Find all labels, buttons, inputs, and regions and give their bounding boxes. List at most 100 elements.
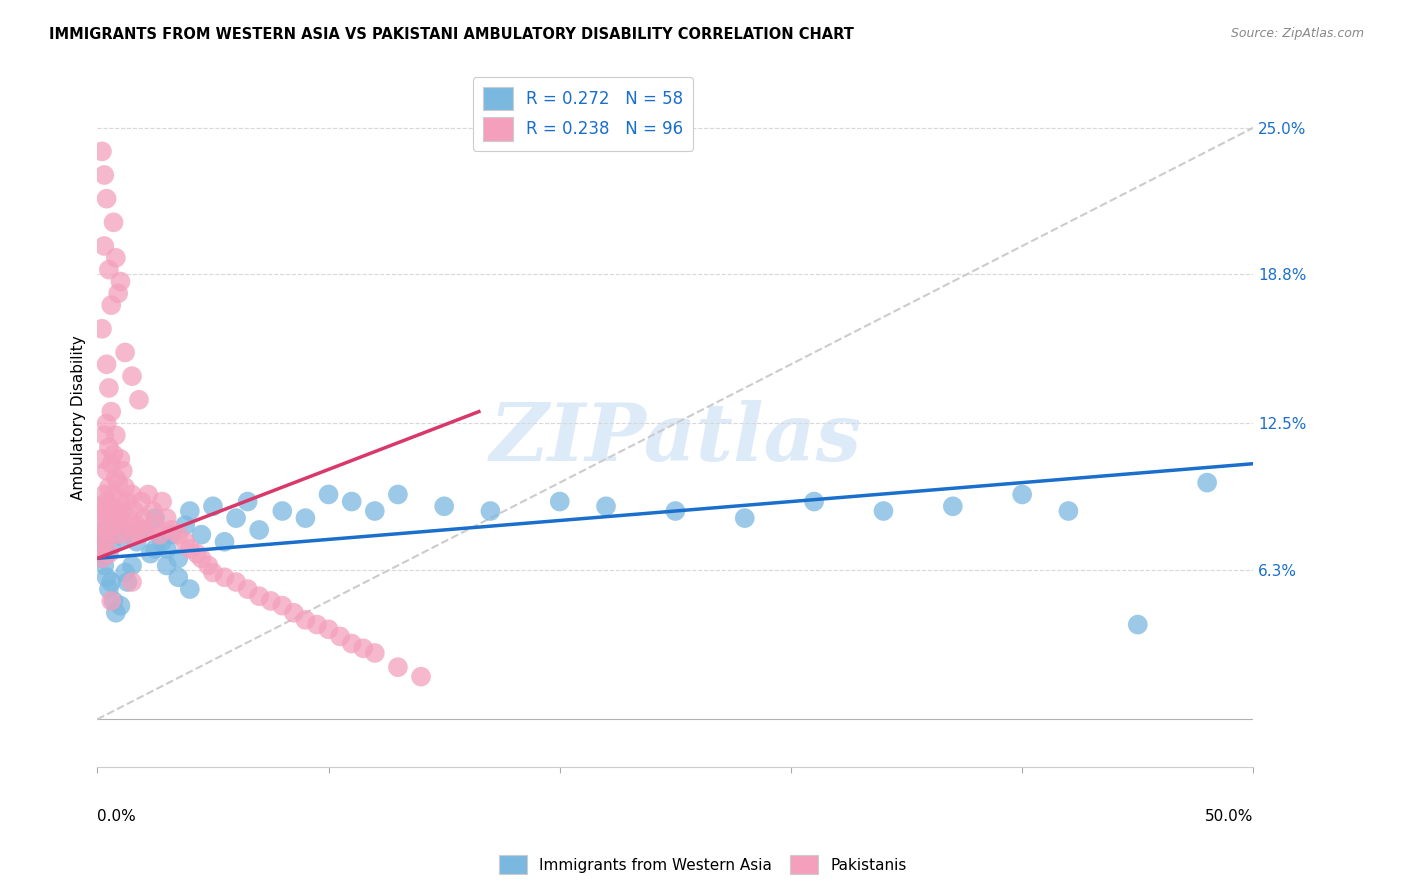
Point xyxy=(260,594,283,608)
Point xyxy=(214,534,236,549)
Point xyxy=(225,511,247,525)
Point xyxy=(89,527,111,541)
Point xyxy=(283,606,305,620)
Point xyxy=(387,487,409,501)
Point xyxy=(201,566,224,580)
Point xyxy=(190,551,212,566)
Point xyxy=(294,511,316,525)
Point xyxy=(190,527,212,541)
Point xyxy=(150,494,173,508)
Point xyxy=(156,558,179,573)
Point xyxy=(121,369,143,384)
Point xyxy=(364,504,387,518)
Point xyxy=(91,534,114,549)
Text: ZIPatlas: ZIPatlas xyxy=(489,400,862,477)
Point xyxy=(97,582,120,596)
Point xyxy=(93,558,115,573)
Point xyxy=(156,541,179,556)
Point xyxy=(114,566,136,580)
Point xyxy=(100,594,122,608)
Point xyxy=(103,215,125,229)
Point xyxy=(143,511,166,525)
Point xyxy=(179,504,201,518)
Point xyxy=(114,480,136,494)
Point xyxy=(872,504,894,518)
Point xyxy=(318,487,340,501)
Point xyxy=(942,500,965,514)
Point xyxy=(121,487,143,501)
Point xyxy=(104,471,127,485)
Point xyxy=(179,582,201,596)
Point xyxy=(734,511,756,525)
Point xyxy=(150,534,173,549)
Point xyxy=(110,527,132,541)
Point xyxy=(103,487,125,501)
Point xyxy=(100,527,122,541)
Point xyxy=(214,570,236,584)
Point xyxy=(111,504,134,518)
Point xyxy=(97,381,120,395)
Point xyxy=(125,534,148,549)
Point xyxy=(167,551,190,566)
Point xyxy=(135,523,157,537)
Point xyxy=(114,518,136,533)
Point xyxy=(329,629,352,643)
Point xyxy=(93,239,115,253)
Point xyxy=(117,574,139,589)
Point xyxy=(93,523,115,537)
Point xyxy=(103,447,125,461)
Point xyxy=(124,504,146,518)
Point xyxy=(97,480,120,494)
Point xyxy=(91,145,114,159)
Point xyxy=(201,500,224,514)
Point xyxy=(114,345,136,359)
Point xyxy=(125,518,148,533)
Text: Source: ZipAtlas.com: Source: ZipAtlas.com xyxy=(1230,27,1364,40)
Point xyxy=(156,511,179,525)
Legend: Immigrants from Western Asia, Pakistanis: Immigrants from Western Asia, Pakistanis xyxy=(494,849,912,880)
Point xyxy=(167,570,190,584)
Point xyxy=(111,530,134,544)
Point xyxy=(100,500,122,514)
Point xyxy=(294,613,316,627)
Point xyxy=(110,599,132,613)
Point xyxy=(96,570,118,584)
Point xyxy=(91,322,114,336)
Point xyxy=(160,527,183,541)
Y-axis label: Ambulatory Disability: Ambulatory Disability xyxy=(72,335,86,500)
Point xyxy=(132,511,155,525)
Point xyxy=(100,457,122,471)
Point xyxy=(110,275,132,289)
Point xyxy=(93,534,115,549)
Point xyxy=(97,262,120,277)
Point xyxy=(96,523,118,537)
Point xyxy=(96,417,118,431)
Point xyxy=(96,357,118,371)
Point xyxy=(93,428,115,442)
Point xyxy=(340,494,363,508)
Point xyxy=(318,623,340,637)
Point xyxy=(179,541,201,556)
Point xyxy=(100,404,122,418)
Point xyxy=(236,494,259,508)
Point xyxy=(409,670,432,684)
Point xyxy=(136,487,159,501)
Point xyxy=(104,251,127,265)
Point xyxy=(104,606,127,620)
Point xyxy=(110,452,132,467)
Point xyxy=(174,518,197,533)
Point xyxy=(121,574,143,589)
Point xyxy=(128,527,150,541)
Legend: R = 0.272   N = 58, R = 0.238   N = 96: R = 0.272 N = 58, R = 0.238 N = 96 xyxy=(472,77,693,151)
Point xyxy=(548,494,571,508)
Point xyxy=(111,464,134,478)
Point xyxy=(225,574,247,589)
Point xyxy=(121,527,143,541)
Point xyxy=(128,392,150,407)
Point xyxy=(1057,504,1080,518)
Point xyxy=(89,541,111,556)
Point xyxy=(160,523,183,537)
Point xyxy=(100,298,122,312)
Point xyxy=(97,511,120,525)
Point xyxy=(89,511,111,525)
